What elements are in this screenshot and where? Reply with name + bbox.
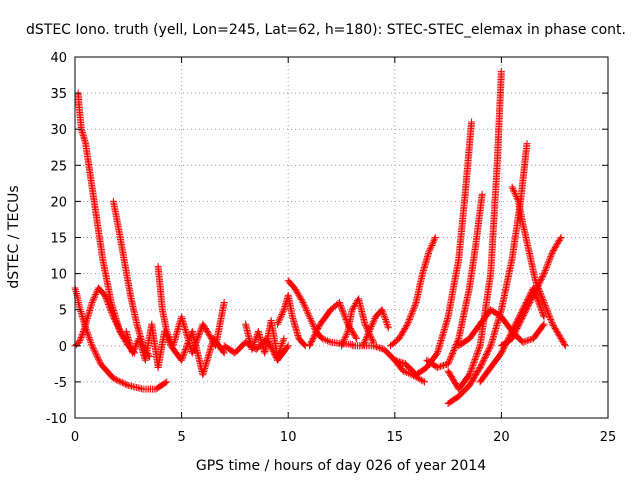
- y-tick-label: 5: [59, 304, 67, 319]
- x-tick-label: 5: [177, 430, 185, 445]
- series-arc-15: [387, 234, 439, 350]
- x-tick-label: 10: [280, 430, 297, 445]
- series-markers: [242, 317, 288, 361]
- series-markers: [444, 67, 505, 393]
- chart-title: dSTEC Iono. truth (yell, Lon=245, Lat=62…: [26, 22, 626, 38]
- series-arc-14: [348, 342, 429, 386]
- series-markers: [348, 342, 429, 386]
- series-arc-8: [242, 317, 288, 361]
- x-tick-label: 25: [600, 430, 617, 445]
- series-arc-6: [154, 262, 228, 357]
- series-markers: [387, 234, 439, 350]
- series-arc-16: [391, 118, 476, 379]
- y-tick-label: 20: [50, 195, 67, 210]
- series-markers: [274, 291, 309, 350]
- ticks-layer: 0 5 10 15 20 25 -10 -5 0 5 10 15 20 25 30 35 40: [46, 51, 617, 445]
- series-arc-23: [476, 284, 548, 386]
- y-tick-label: 30: [50, 123, 67, 138]
- y-tick-label: -10: [46, 412, 67, 427]
- data-layer: [71, 67, 569, 408]
- series-markers: [154, 262, 228, 357]
- x-tick-label: 0: [71, 430, 79, 445]
- series-arc-18: [444, 67, 505, 393]
- y-tick-label: 0: [59, 340, 67, 355]
- series-markers: [476, 284, 548, 386]
- y-tick-label: 15: [50, 232, 67, 247]
- y-tick-label: 35: [50, 87, 67, 102]
- x-tick-label: 15: [387, 430, 404, 445]
- series-markers: [391, 118, 476, 379]
- series-arc-21: [508, 183, 569, 350]
- y-tick-label: 25: [50, 159, 67, 174]
- x-tick-label: 20: [493, 430, 510, 445]
- series-markers: [508, 183, 569, 350]
- series-arc-10: [274, 291, 309, 350]
- y-tick-label: 10: [50, 268, 67, 283]
- x-axis-label: GPS time / hours of day 026 of year 2014: [196, 458, 486, 474]
- y-axis-label: dSTEC / TECUs: [6, 185, 22, 288]
- y-tick-label: -5: [54, 376, 67, 391]
- y-tick-label: 40: [50, 51, 67, 66]
